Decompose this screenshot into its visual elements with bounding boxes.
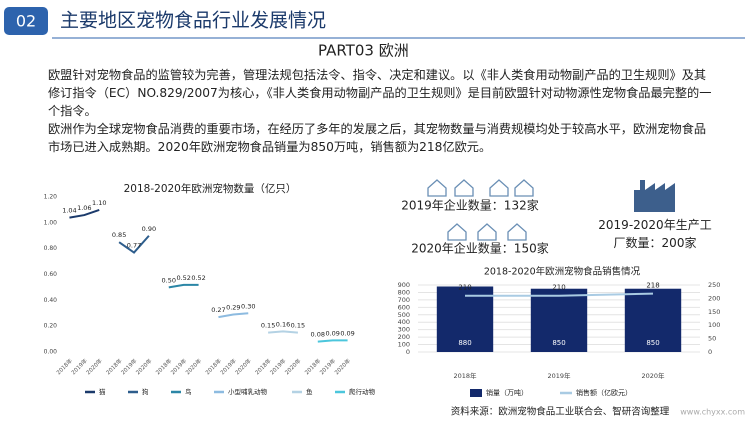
x-tick-label: 2020年 (184, 356, 204, 376)
paragraph: 欧洲作为全球宠物食品消费的重要市场，在经历了多年的发展之后，其宠物数量与消费规模… (48, 122, 707, 154)
y-tick-label: 0 (406, 348, 410, 356)
series-line (118, 235, 150, 254)
bar (436, 286, 494, 352)
data-label: 0.85 (112, 231, 126, 239)
data-label: 0.30 (241, 302, 255, 310)
data-label: 0.29 (226, 304, 240, 312)
y-tick-label: 0.20 (44, 323, 58, 330)
legend-label: 鱼 (306, 387, 313, 396)
y-tick-label: 0.80 (44, 245, 58, 252)
data-label: 0.16 (276, 320, 290, 328)
chart-title: 2018-2020年欧洲宠物数量（亿只） (124, 182, 297, 195)
slide-title: 主要地区宠物食品行业发展情况 (60, 10, 326, 32)
section-title: PART03 欧洲 (318, 42, 409, 60)
y-tick-label: 800 (398, 288, 410, 296)
y2-tick-label: 100 (708, 321, 720, 329)
x-tick-label: 2020年 (283, 356, 303, 376)
legend-swatch (470, 389, 482, 397)
y2-tick-label: 50 (708, 335, 716, 343)
y2-tick-label: 0 (708, 348, 712, 356)
x-tick-label: 2018年 (453, 371, 477, 380)
data-label: 1.10 (92, 199, 106, 207)
website: www.chyxx.com (680, 408, 745, 417)
y-tick-label: 0.40 (44, 297, 58, 304)
legend-label: 销量（万吨） (486, 388, 528, 397)
legend-label: 爬行动物 (349, 387, 376, 396)
x-tick-label: 2020年 (333, 356, 353, 376)
data-label: 0.50 (162, 276, 176, 284)
y-tick-label: 1.00 (44, 219, 58, 226)
data-label: 850 (552, 339, 565, 347)
legend-label: 鸟 (185, 387, 192, 396)
y-tick-label: 0.00 (44, 349, 58, 356)
y2-tick-label: 150 (708, 308, 720, 316)
x-tick-label: 2020年 (233, 356, 253, 376)
info-text: 2019-2020年生产工厂数量：200家 (598, 218, 712, 250)
data-label: 0.08 (311, 331, 325, 339)
series-line (218, 312, 249, 319)
data-label: 210 (552, 284, 565, 292)
data-label: 0.15 (291, 322, 305, 330)
data-label: 0.90 (142, 225, 156, 233)
series-line (168, 283, 199, 289)
data-label: 880 (458, 339, 471, 347)
chart-title: 2018-2020年欧洲宠物食品销售情况 (484, 266, 641, 278)
body-text: 欧盟针对宠物食品的监管较为完善，管理法规包括法令、指令、决定和建议。以《非人类食… (48, 66, 718, 156)
bar (530, 288, 588, 352)
series-line (268, 330, 299, 334)
data-label: 0.52 (191, 274, 205, 282)
data-label: 0.77 (127, 242, 141, 250)
x-tick-label: 2020年 (84, 356, 104, 376)
bar (624, 288, 682, 352)
legend-label: 销售额（亿欧元） (576, 388, 632, 397)
legend-label: 狗 (142, 387, 149, 396)
y2-tick-label: 200 (708, 294, 720, 302)
badge (4, 7, 48, 35)
y-tick-label: 1.20 (44, 194, 58, 201)
x-tick-label: 2020年 (641, 371, 665, 380)
paragraph: 欧盟针对宠物食品的监管较为完善，管理法规包括法令、指令、决定和建议。以《非人类食… (48, 68, 712, 118)
legend-label: 小型哺乳动物 (228, 387, 268, 396)
data-label: 0.09 (325, 329, 339, 337)
data-label: 218 (646, 282, 659, 290)
house-icons (427, 179, 534, 241)
data-label: 210 (458, 284, 471, 292)
series-line (69, 208, 100, 219)
data-label: 0.52 (176, 274, 190, 282)
y-tick-label: 200 (398, 333, 410, 341)
y-tick-label: 100 (398, 341, 410, 349)
data-label: 0.09 (340, 329, 354, 337)
y-tick-label: 400 (398, 318, 410, 326)
badge-number: 02 (16, 12, 36, 31)
legend-label: 猫 (99, 387, 106, 396)
source-note: 资料来源：欧洲宠物食品工业联合会、智研咨询整理 (451, 406, 670, 418)
y-tick-label: 500 (398, 311, 410, 319)
info-text: 2020年企业数量：150家 (411, 241, 548, 256)
x-tick-label: 2019年 (547, 371, 571, 380)
y2-tick-label: 250 (708, 281, 720, 289)
y-tick-label: 600 (398, 303, 410, 311)
info-text: 2019年企业数量：132家 (401, 198, 538, 213)
series-line (317, 339, 348, 343)
factory-icon (634, 180, 675, 212)
data-label: 850 (646, 339, 659, 347)
data-label: 0.27 (211, 306, 225, 314)
series-line (465, 292, 654, 297)
y-tick-label: 0.60 (44, 271, 58, 278)
data-label: 0.15 (261, 322, 275, 330)
y-tick-label: 300 (398, 326, 410, 334)
y-tick-label: 900 (398, 281, 410, 289)
data-label: 1.04 (62, 207, 76, 215)
x-tick-label: 2020年 (134, 356, 154, 376)
y-tick-label: 700 (398, 296, 410, 304)
data-label: 1.06 (77, 204, 91, 212)
